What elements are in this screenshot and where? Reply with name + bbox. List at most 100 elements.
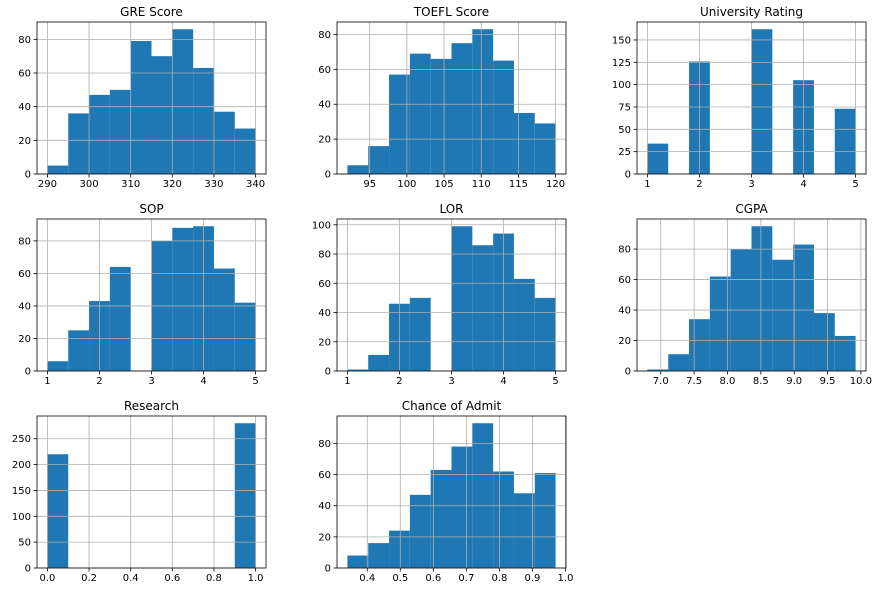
- subplot: 1 2 3 4 5 0 20 40 60 80 100 LOR: [312, 202, 567, 387]
- y-tick-label: 60: [18, 69, 31, 80]
- y-tick-label: 150: [12, 486, 31, 497]
- bar: [172, 227, 194, 371]
- subplot: 7.0 7.5 8.0 8.5 9.0 9.5 10.0 0 20 40 60 80 CGPA: [618, 202, 872, 387]
- y-tick-label: 50: [18, 538, 31, 549]
- bar: [668, 354, 690, 371]
- y-tick-label: 60: [318, 65, 331, 76]
- x-tick-label: 100: [397, 179, 416, 190]
- y-tick-label: 0: [625, 170, 631, 181]
- bar: [47, 454, 69, 568]
- axes-frame: [36, 218, 267, 372]
- y-tick-label: 20: [618, 336, 631, 347]
- x-tick-label: 0.5: [392, 573, 408, 584]
- bar: [451, 446, 473, 568]
- bar: [213, 268, 235, 371]
- y-tick-label: 0: [325, 170, 331, 181]
- y-tick-label: 60: [318, 470, 331, 481]
- axes-frame: [336, 218, 567, 372]
- bar: [234, 302, 256, 371]
- y-tick-label: 20: [318, 532, 331, 543]
- y-tick-label: 125: [612, 58, 631, 69]
- y-tick-label: 80: [18, 35, 31, 46]
- bar: [47, 165, 69, 174]
- x-tick-label: 0.0: [39, 573, 55, 584]
- bar: [151, 56, 173, 174]
- bar: [368, 354, 390, 371]
- x-tick-label: 5: [252, 376, 258, 387]
- bar: [234, 128, 256, 174]
- x-tick-label: 5: [852, 179, 858, 190]
- axes-frame: [36, 21, 267, 175]
- x-tick-label: 0.7: [458, 573, 474, 584]
- x-tick-label: 2: [96, 376, 102, 387]
- bar: [430, 469, 452, 568]
- y-tick-label: 20: [18, 334, 31, 345]
- subplot-title: CGPA: [735, 202, 768, 216]
- x-tick-label: 330: [204, 179, 223, 190]
- bar: [534, 473, 556, 568]
- y-tick-label: 75: [618, 102, 631, 113]
- bar: [409, 297, 431, 371]
- subplot-title: University Rating: [700, 5, 803, 19]
- y-tick-label: 150: [612, 35, 631, 46]
- x-tick-label: 7.5: [686, 376, 702, 387]
- bar: [513, 278, 535, 371]
- subplot-title: Research: [124, 399, 179, 413]
- y-tick-label: 0: [325, 367, 331, 378]
- x-tick-label: 4: [800, 179, 806, 190]
- y-tick-label: 0: [625, 367, 631, 378]
- x-tick-label: 4: [200, 376, 206, 387]
- y-tick-label: 20: [18, 136, 31, 147]
- bar: [647, 143, 669, 174]
- y-tick-label: 40: [318, 308, 331, 319]
- x-tick-label: 3: [448, 376, 454, 387]
- axes-frame: [636, 21, 867, 175]
- bar: [472, 423, 494, 568]
- y-tick-label: 40: [618, 306, 631, 317]
- bar: [472, 245, 494, 371]
- y-tick-label: 80: [318, 30, 331, 41]
- subplot-title: LOR: [439, 202, 463, 216]
- y-tick-label: 80: [318, 439, 331, 450]
- x-tick-label: 290: [38, 179, 57, 190]
- bar: [834, 335, 856, 371]
- subplot-title: TOEFL Score: [413, 5, 489, 19]
- x-tick-label: 9.0: [786, 376, 802, 387]
- x-tick-label: 105: [435, 179, 454, 190]
- x-tick-label: 1: [644, 179, 650, 190]
- y-tick-label: 0: [325, 564, 331, 575]
- y-tick-label: 100: [312, 220, 331, 231]
- y-tick-label: 60: [18, 269, 31, 280]
- x-tick-label: 1: [44, 376, 50, 387]
- x-tick-label: 115: [509, 179, 528, 190]
- axes-frame: [636, 218, 867, 372]
- bar: [89, 94, 110, 174]
- x-tick-label: 8.5: [753, 376, 769, 387]
- bar: [513, 112, 535, 174]
- bar: [534, 297, 556, 371]
- x-tick-label: 1.0: [248, 573, 264, 584]
- bar: [389, 530, 410, 568]
- bar: [109, 266, 131, 371]
- x-tick-label: 95: [363, 179, 376, 190]
- bar: [451, 226, 473, 371]
- bar: [430, 58, 452, 174]
- subplot: 95 100 105 110 115 120 0 20 40 60 80 TOEFL Score: [318, 5, 567, 190]
- y-tick-label: 80: [618, 245, 631, 256]
- bar: [389, 74, 410, 174]
- bar: [68, 330, 90, 371]
- y-tick-label: 60: [318, 279, 331, 290]
- bar: [647, 369, 669, 371]
- y-tick-label: 40: [18, 301, 31, 312]
- subplot: 0.4 0.5 0.6 0.7 0.8 0.9 1.0 0 20 40 60 80 Chance of …: [318, 399, 573, 584]
- x-tick-label: 300: [79, 179, 98, 190]
- bar: [368, 146, 390, 174]
- x-tick-label: 320: [163, 179, 182, 190]
- x-tick-label: 10.0: [850, 376, 872, 387]
- y-tick-label: 0: [25, 170, 31, 181]
- x-tick-label: 3: [748, 179, 754, 190]
- x-tick-label: 4: [500, 376, 506, 387]
- subplot-title: SOP: [139, 202, 163, 216]
- y-tick-label: 40: [18, 102, 31, 113]
